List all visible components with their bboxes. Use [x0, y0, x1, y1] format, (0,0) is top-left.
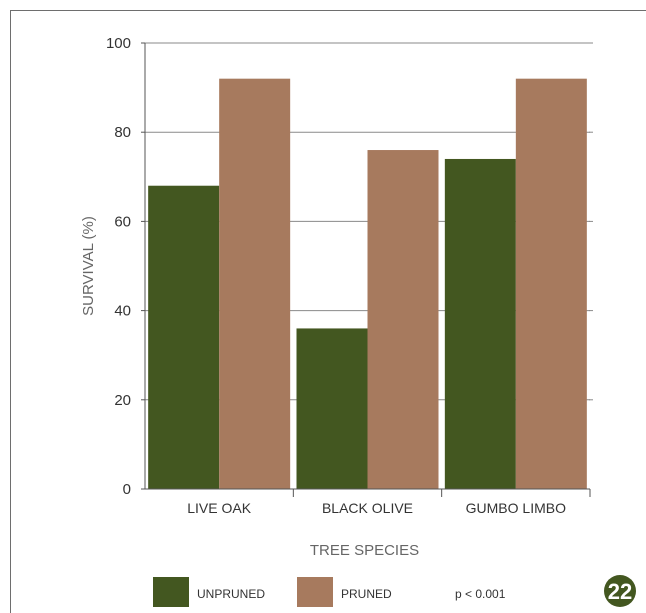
axes — [144, 43, 590, 490]
y-tick-label: 40 — [114, 303, 131, 320]
y-tick-label: 0 — [123, 481, 131, 498]
x-axis-title: TREE SPECIES — [310, 542, 419, 559]
page-number-badge: 22 — [604, 575, 636, 607]
bar-unpruned-live-oak — [148, 185, 220, 489]
y-tick-labels: 0 20 40 60 80 100 — [106, 35, 131, 498]
x-tick-label: GUMBO LIMBO — [466, 500, 566, 516]
x-tick-labels: LIVE OAK BLACK OLIVE GUMBO LIMBO — [187, 489, 591, 516]
y-axis-title: SURVIVAL (%) — [80, 216, 97, 316]
y-tick-label: 60 — [114, 213, 131, 230]
y-tick-label: 80 — [114, 124, 131, 141]
legend-label-pruned: PRUNED — [341, 587, 392, 601]
figure-frame — [10, 10, 646, 613]
page-badge-number: 22 — [608, 579, 632, 604]
x-tick-label: BLACK OLIVE — [322, 500, 413, 516]
page-badge-circle — [604, 575, 636, 607]
bar-unpruned-gumbo-limbo — [444, 158, 516, 489]
bar-pruned-black-olive — [367, 150, 439, 490]
legend: UNPRUNED PRUNED — [153, 577, 392, 607]
legend-label-unpruned: UNPRUNED — [197, 587, 265, 601]
bar-unpruned-black-olive — [296, 328, 368, 489]
bars — [148, 78, 587, 490]
legend-swatch-unpruned — [153, 577, 189, 607]
x-tick-label: LIVE OAK — [187, 500, 251, 516]
bar-pruned-gumbo-limbo — [515, 78, 587, 490]
bar-pruned-live-oak — [219, 78, 291, 490]
y-tick-label: 20 — [114, 392, 131, 409]
y-tick-label: 100 — [106, 35, 131, 52]
legend-swatch-pruned — [297, 577, 333, 607]
p-value-annotation: p < 0.001 — [455, 587, 506, 601]
